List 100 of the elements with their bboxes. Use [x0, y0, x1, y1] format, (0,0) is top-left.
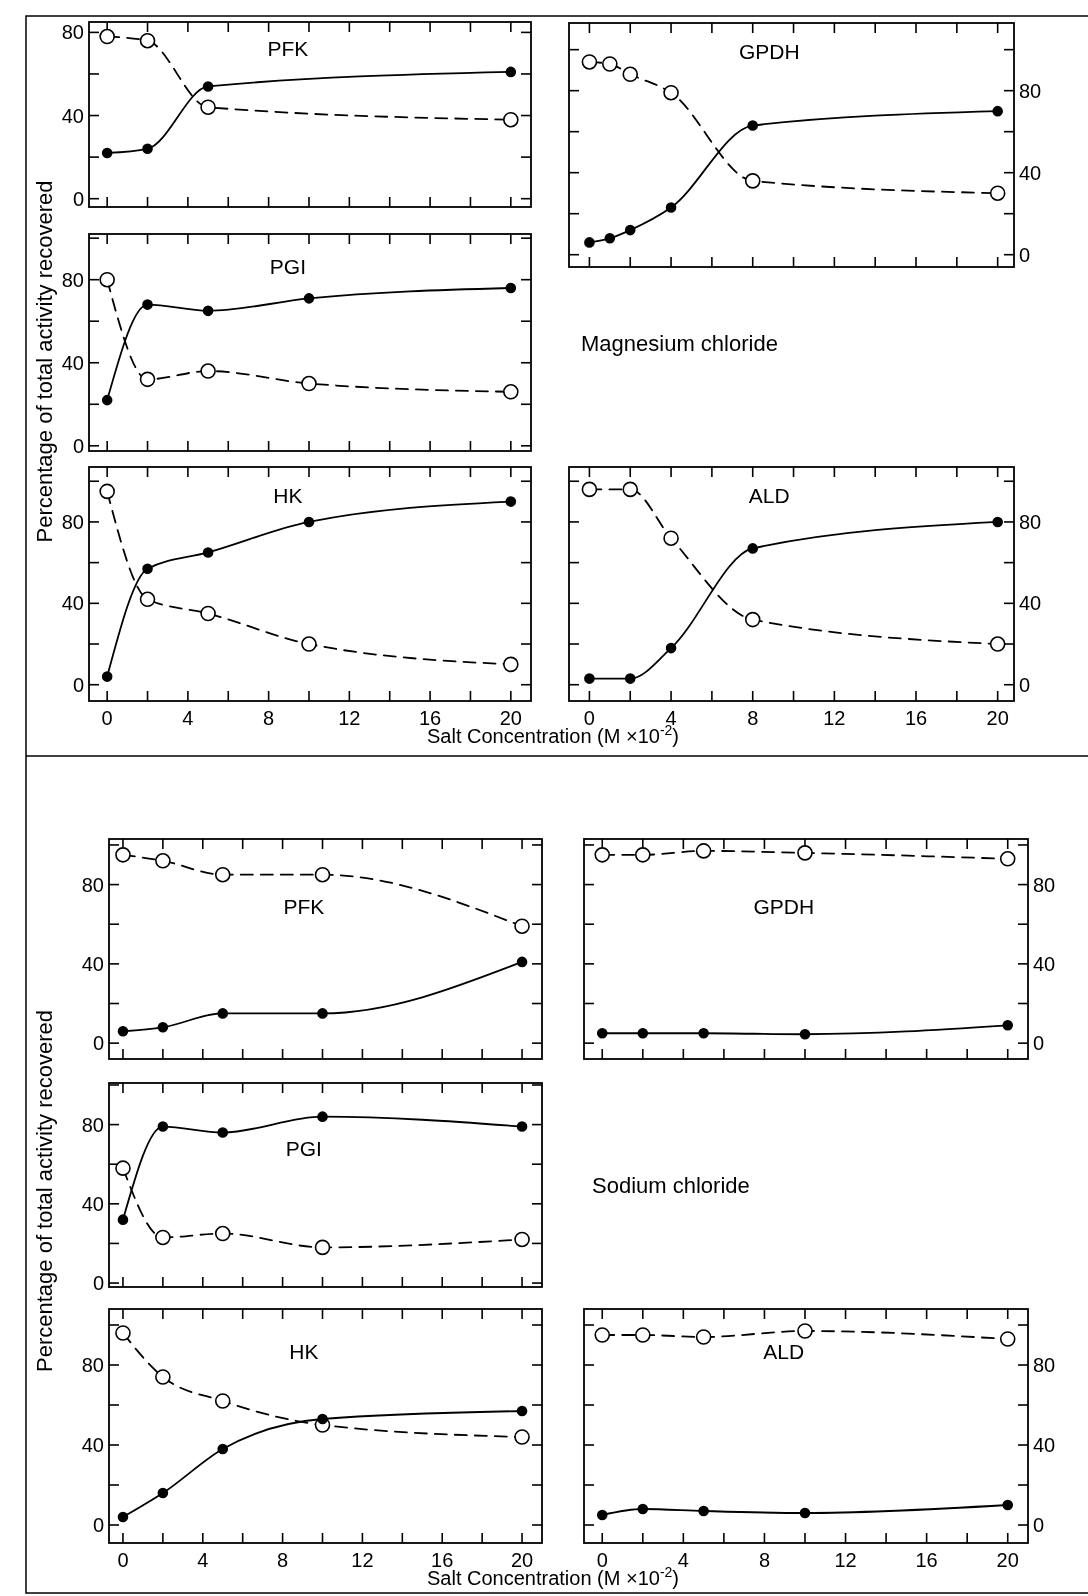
y-tick-label: 80	[1033, 873, 1056, 896]
point	[99, 271, 115, 288]
point	[117, 1511, 129, 1523]
y-tick-label: 0	[72, 187, 84, 210]
point	[200, 605, 216, 622]
point	[155, 853, 171, 869]
point	[301, 375, 317, 392]
text: Sodium chloride	[592, 1173, 750, 1198]
x-tick-label: 12	[351, 1549, 374, 1571]
point	[624, 673, 636, 684]
point	[747, 120, 759, 131]
y-tick-label: 80	[61, 21, 84, 44]
point	[505, 66, 517, 78]
point	[634, 847, 651, 863]
point	[799, 1028, 811, 1040]
point	[142, 563, 153, 575]
text: PGI	[285, 1137, 322, 1160]
y-tick-label: 40	[61, 592, 84, 615]
point	[157, 1121, 169, 1132]
point	[602, 56, 618, 72]
y-tick-label: 80	[61, 268, 84, 291]
point	[594, 1327, 611, 1343]
point	[101, 671, 113, 682]
text: Magnesium chloride	[581, 330, 778, 356]
point	[624, 224, 636, 236]
x-tick-label: 4	[197, 1549, 209, 1571]
x-tick-label: 20	[499, 707, 522, 729]
text: PFK	[267, 37, 309, 60]
point	[622, 481, 639, 498]
y-axis-title: Percentage of total activity recovered	[32, 180, 57, 543]
text: PGI	[269, 255, 306, 278]
point	[505, 282, 517, 294]
point	[1002, 1499, 1014, 1511]
point	[202, 305, 214, 317]
point	[214, 866, 231, 883]
x-tick-label: 12	[338, 707, 361, 729]
point	[999, 1331, 1016, 1347]
point	[584, 673, 595, 684]
y-tick-label: 40	[81, 1192, 104, 1215]
x-tick-label: 16	[915, 1549, 938, 1571]
point	[604, 232, 616, 244]
x-tick-label: 20	[996, 1549, 1019, 1571]
x-tick-label: 8	[747, 707, 759, 729]
point	[744, 173, 761, 189]
point	[989, 185, 1006, 201]
point	[503, 384, 519, 400]
y-tick-label: 80	[81, 873, 104, 896]
point	[999, 851, 1016, 867]
point	[217, 1127, 229, 1138]
point	[314, 1239, 331, 1256]
x-tick-label: 16	[904, 707, 928, 729]
point	[514, 1429, 530, 1445]
point	[155, 1369, 171, 1385]
point	[200, 99, 216, 116]
point	[665, 642, 677, 654]
point	[514, 918, 530, 935]
point	[663, 530, 679, 547]
text: HK	[289, 1340, 319, 1363]
y-tick-label: 40	[81, 952, 104, 975]
x-tick-label: 8	[758, 1549, 770, 1571]
point	[637, 1503, 649, 1515]
x-tick-label: 8	[277, 1549, 289, 1571]
text: GPDH	[753, 895, 815, 918]
point	[516, 956, 528, 968]
y-tick-label: 80	[81, 1113, 104, 1136]
point	[303, 516, 315, 528]
x-tick-label: 12	[823, 707, 846, 729]
y-tick-label: 40	[61, 104, 84, 127]
point	[594, 847, 611, 863]
point	[797, 1323, 813, 1339]
point	[663, 84, 679, 101]
y-tick-label: 0	[1033, 1032, 1045, 1055]
point	[989, 636, 1006, 652]
point	[596, 1509, 608, 1521]
point	[117, 1214, 129, 1225]
point	[516, 1405, 528, 1417]
point	[101, 394, 113, 406]
point	[634, 1327, 651, 1343]
point	[581, 481, 598, 498]
point	[139, 371, 156, 388]
point	[695, 1329, 712, 1345]
point	[317, 1413, 328, 1425]
point	[155, 1229, 171, 1246]
text: PFK	[283, 895, 325, 918]
y-tick-label: 80	[61, 510, 84, 533]
point	[301, 636, 317, 652]
y-tick-label: 0	[92, 1032, 104, 1055]
y-tick-label: 0	[92, 1272, 104, 1295]
y-tick-label: 0	[72, 673, 84, 696]
point	[214, 1225, 231, 1242]
point	[317, 1111, 328, 1122]
point	[142, 299, 153, 310]
point	[142, 143, 153, 155]
point	[698, 1027, 709, 1039]
point	[1002, 1020, 1014, 1031]
point	[217, 1443, 229, 1455]
y-tick-label: 40	[81, 1434, 104, 1456]
x-tick-label: 12	[834, 1549, 857, 1571]
y-tick-label: 80	[81, 1354, 104, 1376]
x-tick-label: 20	[510, 1549, 534, 1571]
